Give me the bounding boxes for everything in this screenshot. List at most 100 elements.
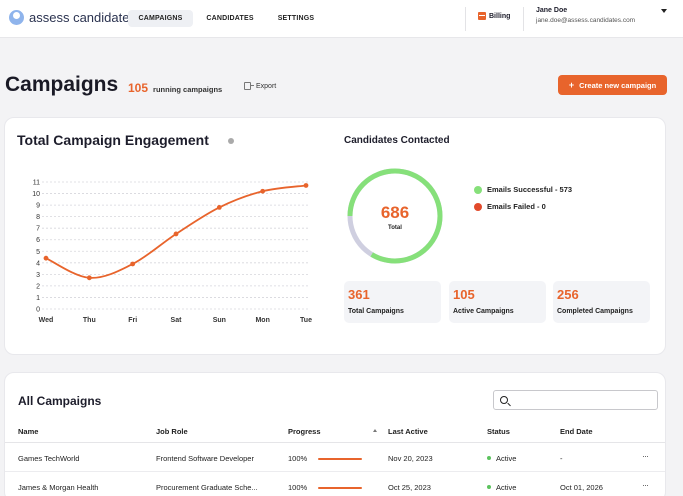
tab-candidates[interactable]: CANDIDATES bbox=[206, 15, 254, 22]
running-campaigns: 105 running campaigns bbox=[128, 81, 222, 95]
row-last-active: Nov 20, 2023 bbox=[388, 454, 433, 463]
stat-value: 256 bbox=[557, 287, 579, 302]
row-job-role: Frontend Software Developer bbox=[156, 454, 254, 463]
column-header-progress[interactable]: Progress bbox=[288, 427, 321, 436]
legend-label: Emails Successful - 573 bbox=[487, 185, 573, 194]
export-button[interactable]: Export bbox=[244, 82, 276, 90]
search-input[interactable] bbox=[493, 390, 658, 410]
stat-label: Total Campaigns bbox=[348, 308, 404, 315]
export-icon bbox=[244, 82, 254, 90]
donut-total-value: 686 bbox=[380, 203, 410, 222]
y-tick-label: 6 bbox=[36, 237, 40, 244]
row-end-date: Oct 01, 2026 bbox=[560, 483, 603, 492]
row-progress-text: 100% bbox=[288, 483, 308, 492]
x-tick-label: Thu bbox=[83, 317, 96, 324]
data-point bbox=[173, 231, 179, 237]
engagement-title: Total Campaign Engagement bbox=[17, 132, 209, 148]
stat-value: 361 bbox=[348, 287, 370, 302]
stat-active-campaigns: 105 Active Campaigns bbox=[449, 281, 546, 323]
row-last-active: Oct 25, 2023 bbox=[388, 483, 431, 492]
legend-item-failed: Emails Failed - 0 bbox=[474, 202, 546, 211]
x-tick-label: Sun bbox=[213, 317, 226, 324]
progress-bar bbox=[318, 487, 362, 489]
data-point bbox=[260, 188, 266, 194]
y-tick-label: 5 bbox=[36, 249, 40, 256]
y-tick-label: 0 bbox=[36, 307, 40, 314]
candidates-contacted-title: Candidates Contacted bbox=[344, 135, 450, 146]
progress-bar bbox=[318, 458, 362, 460]
top-navigation-bar: assess candidates CAMPAIGNS CANDIDATES S… bbox=[0, 0, 683, 38]
stat-label: Completed Campaigns bbox=[557, 308, 633, 315]
x-tick-label: Mon bbox=[255, 317, 269, 324]
data-point bbox=[43, 255, 49, 261]
billing-label: Billing bbox=[489, 12, 511, 20]
column-header-name[interactable]: Name bbox=[18, 427, 39, 436]
row-status: Active bbox=[496, 454, 517, 463]
y-tick-label: 1 bbox=[36, 295, 40, 302]
billing-icon bbox=[478, 12, 486, 20]
row-job-role: Procurement Graduate Sche... bbox=[156, 483, 258, 492]
tab-settings[interactable]: SETTINGS bbox=[277, 15, 315, 22]
data-point bbox=[86, 275, 92, 281]
stat-total-campaigns: 361 Total Campaigns bbox=[344, 281, 441, 323]
row-name: James & Morgan Health bbox=[18, 483, 99, 492]
row-more-button[interactable]: ··· bbox=[642, 451, 649, 461]
y-tick-label: 3 bbox=[36, 272, 40, 279]
data-point bbox=[303, 183, 309, 188]
legend-label: Emails Failed - 0 bbox=[487, 202, 546, 211]
create-campaign-label: Create new campaign bbox=[579, 80, 657, 90]
stat-value: 105 bbox=[453, 287, 475, 302]
y-tick-label: 4 bbox=[36, 260, 40, 267]
data-point bbox=[130, 261, 136, 267]
user-name: Jane Doe bbox=[536, 7, 568, 14]
divider bbox=[523, 7, 524, 31]
column-header-status[interactable]: Status bbox=[487, 427, 510, 436]
logo[interactable]: assess candidates bbox=[9, 10, 136, 25]
x-tick-label: Fri bbox=[128, 317, 137, 324]
donut-slice bbox=[347, 168, 443, 264]
divider bbox=[465, 7, 466, 31]
legend-item-successful: Emails Successful - 573 bbox=[474, 185, 572, 194]
status-dot bbox=[487, 485, 491, 489]
donut-total-label: Total bbox=[388, 225, 402, 231]
y-tick-label: 9 bbox=[36, 203, 40, 210]
search-icon bbox=[500, 396, 508, 404]
create-campaign-button[interactable]: + Create new campaign bbox=[558, 75, 667, 95]
tab-campaigns[interactable]: CAMPAIGNS bbox=[128, 10, 193, 27]
y-tick-label: 2 bbox=[36, 283, 40, 290]
plus-icon: + bbox=[568, 80, 575, 90]
billing-button[interactable]: Billing bbox=[478, 12, 510, 20]
status-dot bbox=[487, 456, 491, 460]
column-header-job-role[interactable]: Job Role bbox=[156, 427, 188, 436]
row-status: Active bbox=[496, 483, 517, 492]
legend-dot bbox=[474, 185, 482, 194]
row-more-button[interactable]: ··· bbox=[642, 480, 649, 490]
x-tick-label: Tue bbox=[300, 317, 312, 324]
export-label: Export bbox=[256, 82, 277, 90]
y-tick-label: 11 bbox=[33, 180, 40, 187]
sort-asc-icon[interactable] bbox=[373, 429, 377, 432]
y-tick-label: 7 bbox=[36, 226, 40, 233]
info-icon[interactable] bbox=[228, 138, 234, 144]
row-end-date: - bbox=[560, 454, 563, 463]
x-tick-label: Wed bbox=[39, 317, 54, 324]
user-menu[interactable]: Jane Doe jane.doe@assess.candidates.com bbox=[536, 7, 635, 24]
running-label: running campaigns bbox=[153, 85, 223, 94]
engagement-line-chart: 0 1 2 3 4 5 6 7 8 9 10 11 Wed Thu Fri Sat Sun Mon Tue bbox=[32, 180, 312, 325]
stat-completed-campaigns: 256 Completed Campaigns bbox=[553, 281, 650, 323]
row-name: Games TechWorld bbox=[18, 454, 80, 463]
chevron-down-icon[interactable] bbox=[661, 9, 667, 13]
app-name: assess candidates bbox=[29, 10, 136, 25]
table-title: All Campaigns bbox=[18, 394, 102, 408]
x-tick-label: Sat bbox=[171, 317, 183, 324]
data-point bbox=[216, 205, 222, 210]
column-header-last-active[interactable]: Last Active bbox=[388, 427, 428, 436]
page-title: Campaigns bbox=[5, 73, 119, 96]
row-progress-text: 100% bbox=[288, 454, 308, 463]
stat-label: Active Campaigns bbox=[453, 308, 514, 315]
logo-icon bbox=[9, 10, 24, 25]
table-row[interactable] bbox=[5, 443, 665, 472]
y-tick-label: 10 bbox=[32, 191, 40, 198]
column-header-end-date[interactable]: End Date bbox=[560, 427, 593, 436]
running-count: 105 bbox=[128, 81, 149, 95]
